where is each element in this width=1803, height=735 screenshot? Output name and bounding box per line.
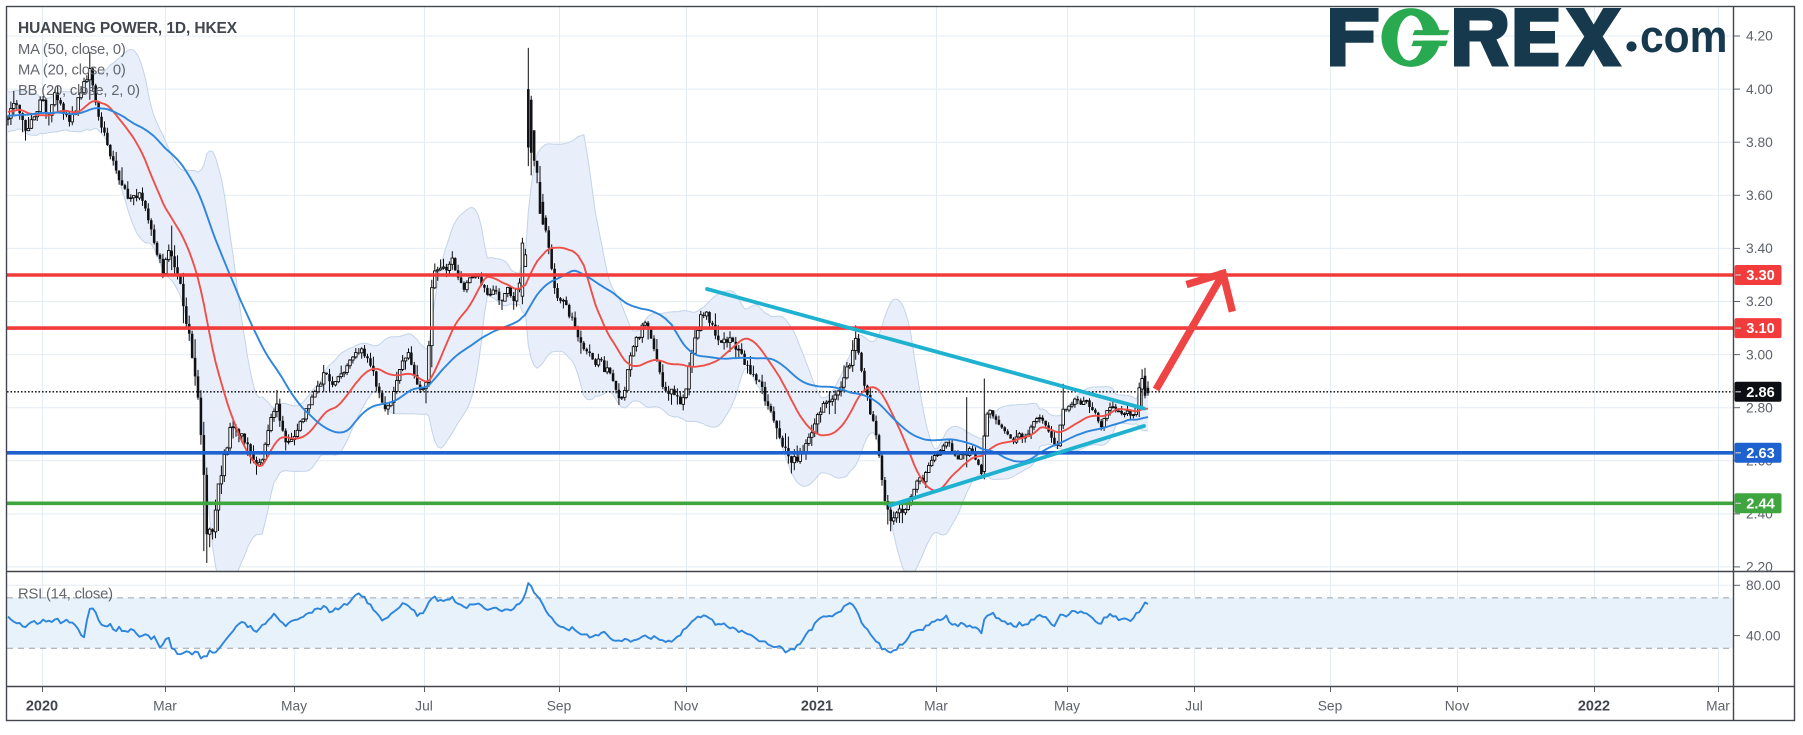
svg-text:Mar: Mar bbox=[1706, 699, 1730, 714]
svg-text:3.20: 3.20 bbox=[1746, 294, 1773, 309]
svg-text:Jul: Jul bbox=[415, 699, 433, 714]
svg-text:BB (20, close, 2, 0): BB (20, close, 2, 0) bbox=[18, 83, 140, 99]
svg-text:Mar: Mar bbox=[153, 699, 177, 714]
svg-text:Nov: Nov bbox=[674, 699, 699, 714]
svg-text:2.63: 2.63 bbox=[1746, 446, 1774, 462]
svg-text:3.10: 3.10 bbox=[1746, 321, 1774, 337]
svg-text:HUANENG POWER, 1D, HKEX: HUANENG POWER, 1D, HKEX bbox=[18, 20, 238, 37]
svg-text:2.86: 2.86 bbox=[1746, 385, 1774, 401]
svg-text:40.00: 40.00 bbox=[1746, 628, 1781, 643]
svg-text:May: May bbox=[281, 699, 307, 714]
svg-text:com: com bbox=[1640, 11, 1728, 62]
svg-text:2.44: 2.44 bbox=[1746, 496, 1775, 512]
svg-text:80.00: 80.00 bbox=[1746, 578, 1781, 593]
svg-text:3.80: 3.80 bbox=[1746, 135, 1773, 150]
svg-text:3.00: 3.00 bbox=[1746, 347, 1773, 362]
svg-text:2.20: 2.20 bbox=[1746, 560, 1773, 575]
svg-text:May: May bbox=[1054, 699, 1080, 714]
svg-text:3.40: 3.40 bbox=[1746, 241, 1773, 256]
svg-text:2022: 2022 bbox=[1578, 699, 1610, 715]
svg-text:MA (20, close, 0): MA (20, close, 0) bbox=[18, 63, 126, 79]
svg-text:MA (50, close, 0): MA (50, close, 0) bbox=[18, 42, 126, 58]
svg-text:Mar: Mar bbox=[924, 699, 948, 714]
svg-text:Jul: Jul bbox=[1185, 699, 1203, 714]
svg-text:2021: 2021 bbox=[801, 699, 833, 715]
svg-text:Sep: Sep bbox=[1318, 699, 1343, 714]
svg-text:RSI (14, close): RSI (14, close) bbox=[18, 587, 113, 603]
svg-text:2020: 2020 bbox=[26, 699, 58, 715]
svg-text:4.20: 4.20 bbox=[1746, 29, 1773, 44]
svg-text:2.80: 2.80 bbox=[1746, 400, 1773, 415]
svg-text:Sep: Sep bbox=[547, 699, 572, 714]
svg-text:3.30: 3.30 bbox=[1746, 268, 1774, 284]
svg-text:3.60: 3.60 bbox=[1746, 188, 1773, 203]
svg-text:Nov: Nov bbox=[1445, 699, 1470, 714]
svg-text:4.00: 4.00 bbox=[1746, 82, 1773, 97]
